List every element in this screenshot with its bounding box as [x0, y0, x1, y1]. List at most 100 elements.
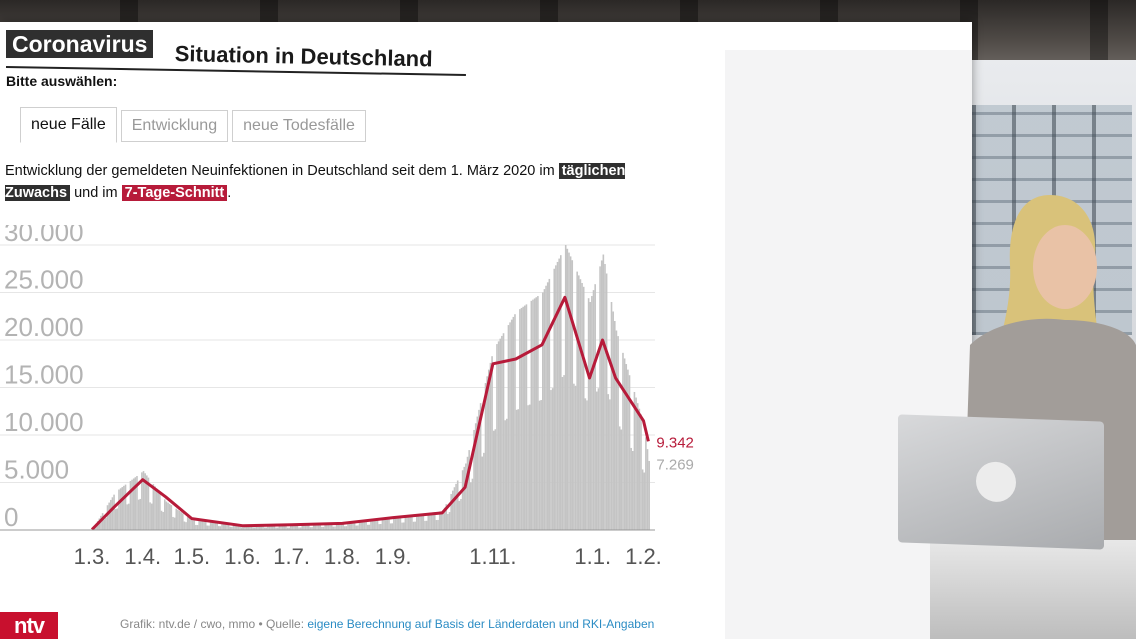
daily-bar — [481, 456, 484, 530]
daily-bar — [486, 376, 488, 530]
daily-bar — [542, 292, 544, 530]
daily-bar — [340, 523, 343, 530]
daily-bar — [327, 524, 330, 530]
daily-bar — [309, 527, 312, 530]
tab-neue-todesfaelle[interactable]: neue Todesfälle — [232, 110, 366, 142]
daily-bar — [121, 487, 124, 530]
daily-bar — [103, 519, 106, 530]
daily-bar — [353, 522, 356, 530]
daily-bar — [358, 521, 361, 530]
daily-bar — [553, 268, 556, 530]
daily-bar — [219, 526, 222, 530]
daily-bar — [579, 279, 582, 530]
daily-bar — [275, 527, 277, 530]
x-tick-label: 1.8. — [324, 544, 361, 569]
daily-bar — [509, 322, 511, 530]
daily-bar — [576, 271, 578, 530]
daily-bar — [401, 522, 403, 530]
daily-bar — [299, 527, 302, 530]
source-link[interactable]: eigene Berechnung auf Basis der Länderda… — [307, 617, 655, 631]
daily-bar — [152, 484, 155, 530]
tab-neue-faelle[interactable]: neue Fälle — [20, 107, 117, 143]
daily-bar — [278, 525, 281, 530]
daily-bar — [398, 516, 400, 530]
daily-bar — [452, 490, 454, 530]
daily-bar — [131, 479, 133, 530]
daily-bar — [456, 480, 459, 530]
daily-bar — [291, 525, 294, 530]
y-tick-label: 20.000 — [4, 312, 84, 342]
y-tick-label: 30.000 — [4, 225, 84, 247]
chart-credit: Grafik: ntv.de / cwo, mmo • Quelle: eige… — [120, 617, 655, 631]
daily-bar — [272, 525, 274, 530]
daily-bar — [411, 515, 413, 530]
daily-bar — [245, 525, 248, 530]
daily-bar — [227, 523, 230, 530]
daily-bar — [561, 376, 564, 530]
daily-bar — [280, 525, 282, 530]
daily-bar — [222, 523, 225, 530]
daily-bar — [473, 429, 475, 530]
daily-bar — [258, 525, 261, 530]
daily-bar — [368, 524, 371, 530]
daily-bar — [124, 484, 127, 530]
daily-bar — [396, 517, 398, 530]
daily-bar — [643, 472, 646, 530]
daily-bar — [620, 429, 623, 530]
daily-bar — [483, 452, 485, 530]
daily-bar — [478, 409, 480, 530]
daily-bar — [430, 512, 433, 530]
daily-bar — [381, 518, 384, 530]
daily-bar — [591, 296, 593, 530]
daily-bar — [419, 514, 421, 530]
daily-bar — [489, 362, 492, 530]
daily-bar — [596, 391, 598, 530]
daily-bar — [162, 511, 164, 530]
daily-bar — [376, 519, 379, 530]
daily-bar — [294, 525, 297, 530]
daily-bar — [335, 523, 338, 530]
daily-bar — [304, 525, 307, 530]
daily-bar — [183, 521, 186, 530]
daily-bar — [543, 289, 546, 530]
daily-bar — [355, 525, 358, 530]
daily-bar — [491, 356, 493, 530]
daily-bar — [268, 525, 271, 530]
daily-bar — [494, 429, 497, 530]
daily-bar — [586, 400, 588, 530]
daily-bar — [602, 254, 605, 530]
tab-entwicklung[interactable]: Entwicklung — [120, 110, 229, 142]
x-tick-label: 1.2. — [625, 544, 662, 569]
daily-bar — [252, 527, 254, 530]
daily-bar — [412, 521, 415, 530]
daily-bar — [393, 517, 395, 530]
daily-bar — [134, 477, 137, 530]
daily-bar — [492, 430, 495, 530]
daily-bar — [373, 519, 376, 530]
daily-bar — [471, 478, 474, 530]
daily-bar — [175, 508, 178, 530]
daily-bar — [443, 507, 446, 530]
daily-bar — [312, 524, 315, 530]
tab-bar: neue Fälle Entwicklung neue Todesfälle — [20, 107, 370, 143]
daily-bar — [445, 504, 448, 530]
daily-bar — [165, 501, 168, 530]
daily-bar — [566, 248, 569, 531]
daily-bar — [420, 513, 423, 530]
daily-bar — [105, 517, 107, 530]
daily-bar — [116, 508, 119, 530]
daily-bar — [632, 451, 634, 530]
daily-bar — [507, 325, 510, 530]
daily-bar — [157, 490, 160, 530]
x-tick-label: 1.11. — [469, 544, 516, 569]
daily-bar — [321, 526, 323, 530]
daily-bar — [556, 261, 559, 530]
daily-bar — [633, 391, 636, 530]
daily-bar — [276, 527, 279, 530]
daily-bar — [617, 336, 619, 530]
daily-bar — [604, 264, 606, 530]
daily-bar — [422, 513, 425, 530]
brand-label: Coronavirus — [6, 30, 154, 58]
daily-bar — [391, 523, 394, 530]
daily-bar — [286, 527, 289, 530]
